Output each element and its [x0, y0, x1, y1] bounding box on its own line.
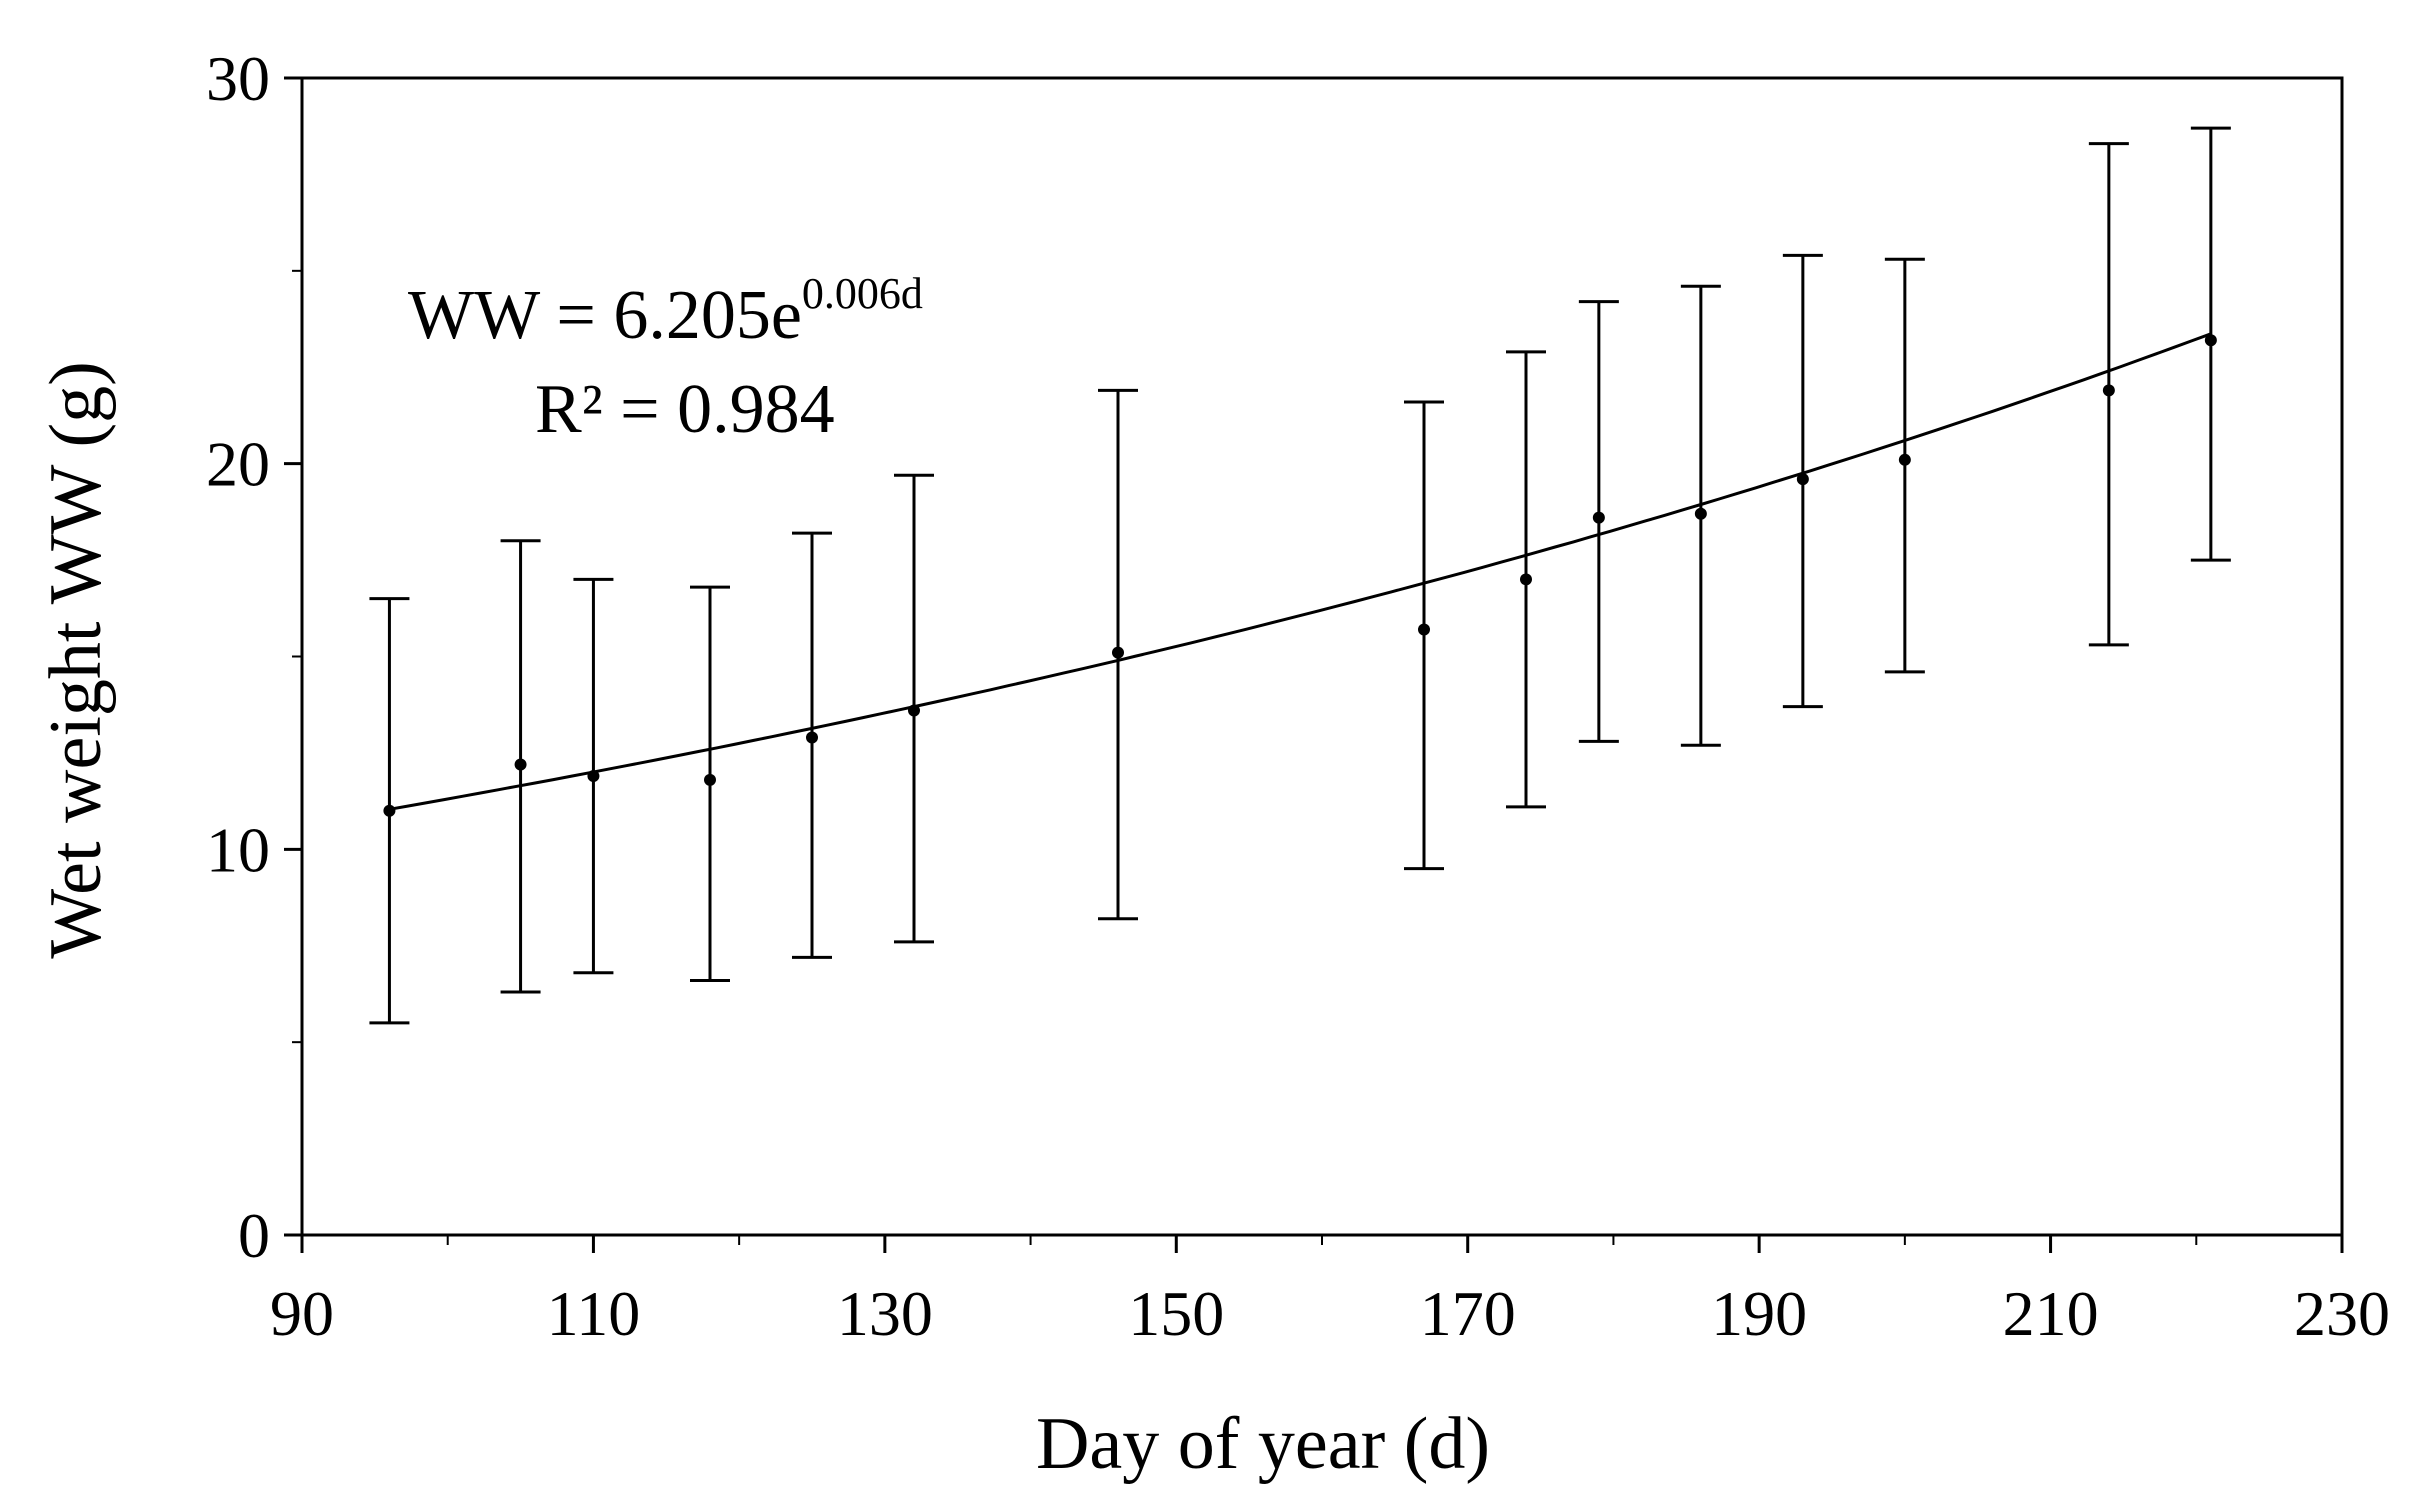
- fit-curve-layer: [389, 332, 2212, 811]
- data-point: [1694, 507, 1707, 520]
- data-point: [1112, 646, 1124, 659]
- y-axis-label: Wet weight WW (g): [35, 361, 117, 959]
- equation-exponent: 0.006d: [802, 269, 923, 318]
- r-squared-annotation: R² = 0.984: [535, 371, 835, 448]
- data-point: [1796, 473, 1809, 486]
- plot-border: [300, 76, 2344, 1237]
- data-point: [806, 731, 818, 744]
- data-point: [2204, 334, 2217, 347]
- plot-area: [300, 76, 2344, 1237]
- y-tick-label: 0: [238, 1200, 270, 1271]
- error-bars-layer: [369, 126, 2231, 1025]
- x-tick-label: 150: [1128, 1278, 1224, 1349]
- equation-annotation: WW = 6.205e0.006d: [408, 269, 923, 354]
- data-point: [908, 704, 920, 717]
- data-point: [587, 770, 600, 783]
- equation-main: WW = 6.205e: [408, 277, 802, 354]
- x-tick-label: 90: [270, 1278, 334, 1349]
- x-tick-label: 210: [2003, 1278, 2099, 1349]
- ticks-layer: 90 110 130 150 170 190 210 230 0 10 20 30: [206, 43, 2390, 1349]
- data-point: [383, 804, 396, 817]
- fit-curve: [389, 332, 2212, 811]
- data-point: [704, 773, 716, 786]
- x-tick-label: 230: [2294, 1278, 2390, 1349]
- data-point: [1520, 573, 1532, 586]
- x-tick-label: 130: [837, 1278, 933, 1349]
- data-point: [1898, 453, 1911, 466]
- x-tick-label: 190: [1711, 1278, 1807, 1349]
- x-tick-label: 110: [547, 1278, 641, 1349]
- y-tick-label: 30: [206, 43, 270, 114]
- x-tick-label: 170: [1420, 1278, 1516, 1349]
- data-point: [2102, 384, 2115, 397]
- data-point: [1418, 623, 1430, 636]
- y-tick-label: 10: [206, 814, 270, 885]
- x-axis-label: Day of year (d): [1036, 1403, 1490, 1485]
- y-tick-label: 20: [206, 429, 270, 500]
- data-points-layer: [383, 334, 2217, 817]
- data-point: [1592, 511, 1605, 524]
- data-point: [514, 758, 527, 771]
